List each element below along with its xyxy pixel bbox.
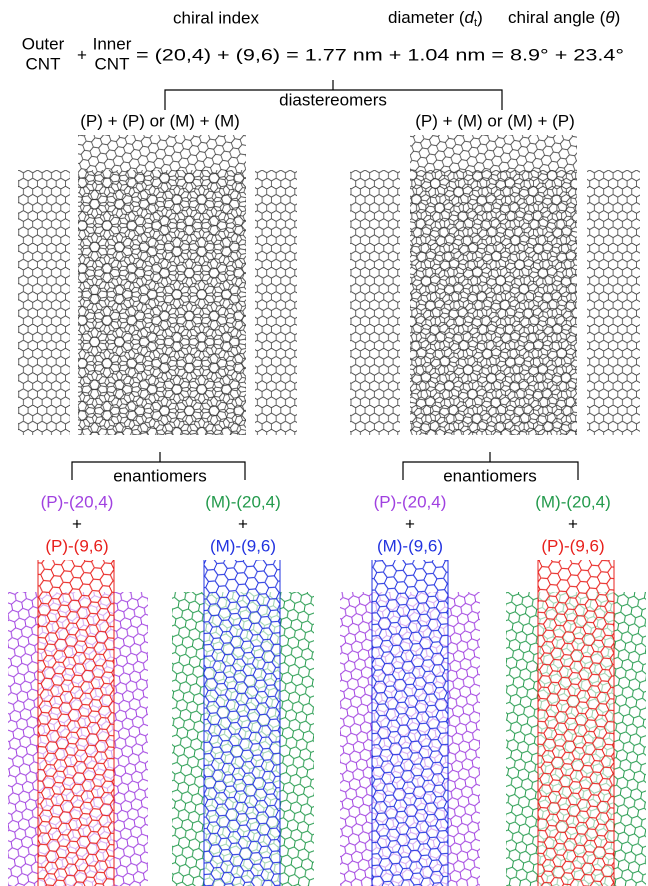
enantiomers-label: enantiomers bbox=[113, 466, 207, 485]
diameter-text: diameter ( bbox=[388, 8, 465, 27]
inner-tube bbox=[372, 560, 448, 886]
outer-tube-label: (P)-(20,4) bbox=[41, 492, 114, 511]
tube-pair bbox=[172, 560, 314, 886]
inner-tube-label: (M)-(9,6) bbox=[377, 536, 443, 555]
inner-label: CNT bbox=[95, 54, 130, 73]
diastereomer-right: (P) + (M) or (M) + (P) bbox=[415, 111, 575, 130]
inner-label: Inner bbox=[93, 34, 132, 53]
outer-tube-label: (P)-(20,4) bbox=[374, 492, 447, 511]
side-tube bbox=[587, 170, 640, 435]
double-tube-inner bbox=[78, 170, 246, 435]
outer-label: CNT bbox=[26, 54, 61, 73]
side-tube bbox=[255, 170, 297, 435]
outer-tube-label: (M)-(20,4) bbox=[535, 492, 611, 511]
plus: + bbox=[72, 514, 82, 533]
inner-tube-label: (P)-(9,6) bbox=[45, 536, 108, 555]
header-chiral-index: chiral index bbox=[173, 8, 259, 27]
inner-tube bbox=[204, 560, 280, 886]
angle-close: ) bbox=[615, 8, 621, 27]
inner-tube-label: (P)-(9,6) bbox=[541, 536, 604, 555]
plus: + bbox=[405, 514, 415, 533]
tube-pair bbox=[340, 560, 480, 886]
diastereomer-left: (P) + (P) or (M) + (M) bbox=[80, 111, 240, 130]
plus: + bbox=[77, 45, 87, 64]
diastereomers-label: diastereomers bbox=[279, 90, 387, 109]
side-tube bbox=[350, 170, 400, 435]
diameter-close: ) bbox=[477, 8, 483, 27]
equation-expression: = (20,4) + (9,6) = 1.77 nm + 1.04 nm = 8… bbox=[136, 45, 624, 64]
header-diameter: diameter (dt) bbox=[388, 8, 483, 28]
double-tube-inner bbox=[410, 170, 577, 435]
outer-label: Outer bbox=[22, 34, 65, 53]
enantiomers-label: enantiomers bbox=[443, 466, 537, 485]
angle-text: chiral angle ( bbox=[508, 8, 606, 27]
tube-pair bbox=[506, 560, 646, 886]
outer-tube-label: (M)-(20,4) bbox=[205, 492, 281, 511]
figure: chiral index diameter (dt) chiral angle … bbox=[0, 0, 648, 886]
inner-tube-label: (M)-(9,6) bbox=[210, 536, 276, 555]
inner-tube bbox=[38, 560, 114, 886]
tube-pair bbox=[8, 560, 148, 886]
side-tube bbox=[18, 170, 70, 435]
inner-tube bbox=[538, 560, 614, 886]
plus: + bbox=[238, 514, 248, 533]
header-chiral-angle: chiral angle (θ) bbox=[508, 8, 620, 27]
plus: + bbox=[568, 514, 578, 533]
